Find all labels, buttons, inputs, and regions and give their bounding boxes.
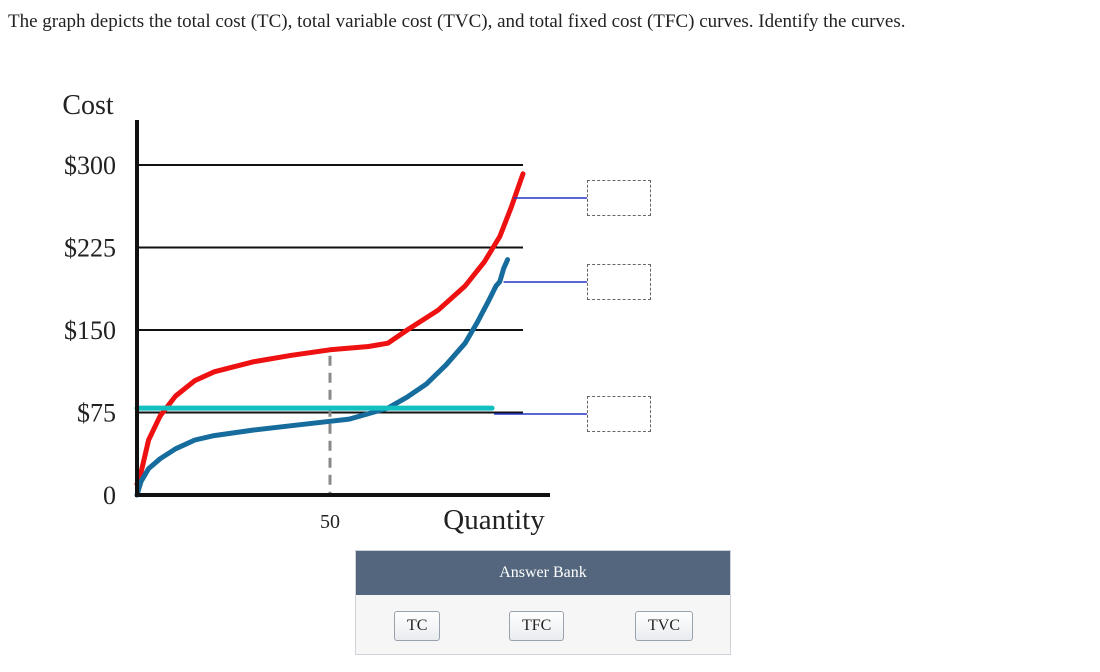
answer-chip-tc[interactable]: TC <box>394 611 441 641</box>
y-tick-label-0: 0 <box>103 481 116 510</box>
y-tick-label-225: $225 <box>64 234 116 263</box>
series-top-curve <box>134 171 526 487</box>
answer-chip-tfc[interactable]: TFC <box>509 611 565 641</box>
question-text: The graph depicts the total cost (TC), t… <box>8 11 906 32</box>
x-axis-label: Quantity <box>443 504 545 536</box>
drop-target-top-curve[interactable] <box>587 180 651 216</box>
y-tick-label-300: $300 <box>64 151 116 180</box>
axes <box>135 120 550 497</box>
answer-bank-title: Answer Bank <box>356 551 730 595</box>
answer-bank: Answer Bank TC TFC TVC <box>355 550 731 655</box>
y-axis-label: Cost <box>62 90 114 121</box>
answer-chip-tvc[interactable]: TVC <box>635 611 693 641</box>
leader-lines <box>494 197 587 415</box>
series-middle-curve <box>134 257 511 498</box>
x-tick-label-50: 50 <box>320 511 340 533</box>
axis-labels: Cost Quantity 0 $75 $150 $225 $300 50 <box>62 90 545 536</box>
y-tick-label-150: $150 <box>64 316 116 345</box>
y-tick-label-75: $75 <box>77 399 116 428</box>
series-layer <box>134 171 526 498</box>
drop-target-bottom-curve[interactable] <box>587 396 651 432</box>
drop-target-middle-curve[interactable] <box>587 264 651 300</box>
